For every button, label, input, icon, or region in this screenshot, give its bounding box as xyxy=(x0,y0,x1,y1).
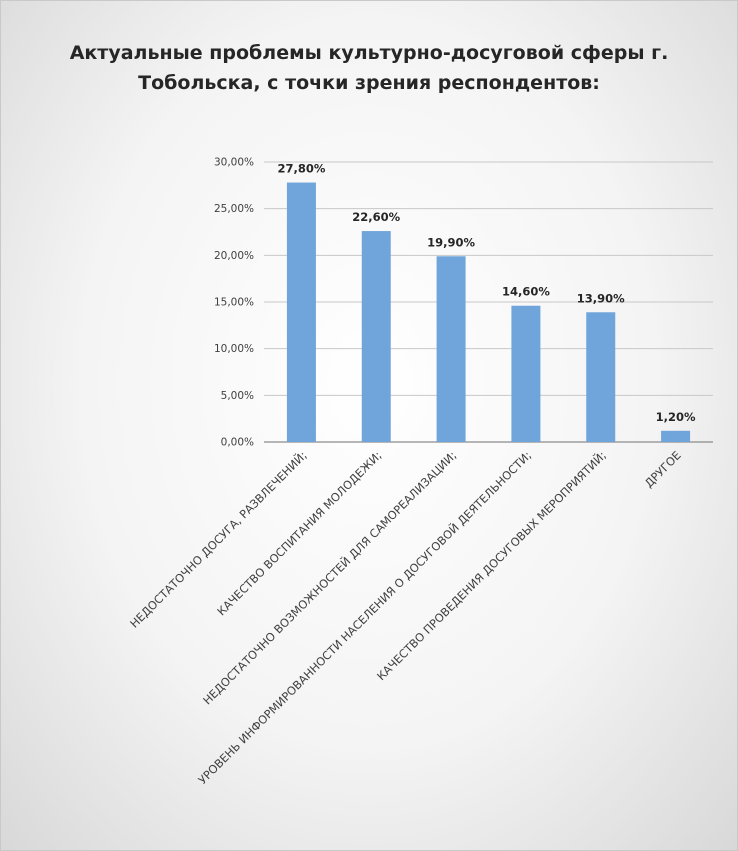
y-tick-label: 10,00% xyxy=(214,343,254,355)
y-tick-label: 15,00% xyxy=(214,297,254,309)
y-tick-label: 0,00% xyxy=(221,437,254,449)
data-label: 13,90% xyxy=(577,291,625,305)
bar xyxy=(436,256,466,442)
bar xyxy=(511,305,541,442)
y-tick-label: 30,00% xyxy=(214,157,254,169)
x-tick-label: НЕДОСТАТОЧНО ДОСУГА, РАЗВЛЕЧЕНИЙ; xyxy=(128,449,310,631)
data-label: 19,90% xyxy=(427,235,475,249)
data-labels: 27,80% 22,60% 19,90% 14,60% 13,90% 1,20% xyxy=(277,162,696,424)
bar xyxy=(286,182,316,443)
data-label: 14,60% xyxy=(502,285,550,299)
data-label: 1,20% xyxy=(656,410,696,424)
chart-title-line-1: Актуальные проблемы культурно-досуговой … xyxy=(69,42,669,64)
y-axis-tick-labels: 0,00% 5,00% 10,00% 15,00% 20,00% 25,00% 30,00% xyxy=(214,157,254,449)
x-tick-label: УРОВЕНЬ ИНФОРМИРОВАННОСТИ НАСЕЛЕНИЯ О ДО… xyxy=(196,449,534,787)
x-tick-label: НЕДОСТАТОЧНО ВОЗМОЖНОСТЕЙ ДЛЯ САМОРЕАЛИЗ… xyxy=(201,449,459,707)
y-tick-label: 20,00% xyxy=(214,250,254,262)
chart-title: Актуальные проблемы культурно-досуговой … xyxy=(0,38,738,98)
data-label: 27,80% xyxy=(277,162,325,176)
bars xyxy=(286,182,691,443)
bar xyxy=(661,430,691,442)
gridlines xyxy=(264,161,713,443)
bar xyxy=(361,231,391,442)
x-tick-label: КАЧЕСТВО ВОСПИТАНИЯ МОЛОДЕЖИ; xyxy=(215,449,384,618)
y-tick-label: 5,00% xyxy=(221,390,254,402)
y-tick-label: 25,00% xyxy=(214,203,254,215)
x-tick-label: ДРУГОЕ xyxy=(642,449,683,490)
data-label: 22,60% xyxy=(352,210,400,224)
x-axis-tick-labels: НЕДОСТАТОЧНО ДОСУГА, РАЗВЛЕЧЕНИЙ;КАЧЕСТВ… xyxy=(128,449,684,787)
bar xyxy=(586,312,616,442)
chart-title-line-2: Тобольска, с точки зрения респондентов: xyxy=(138,72,600,94)
